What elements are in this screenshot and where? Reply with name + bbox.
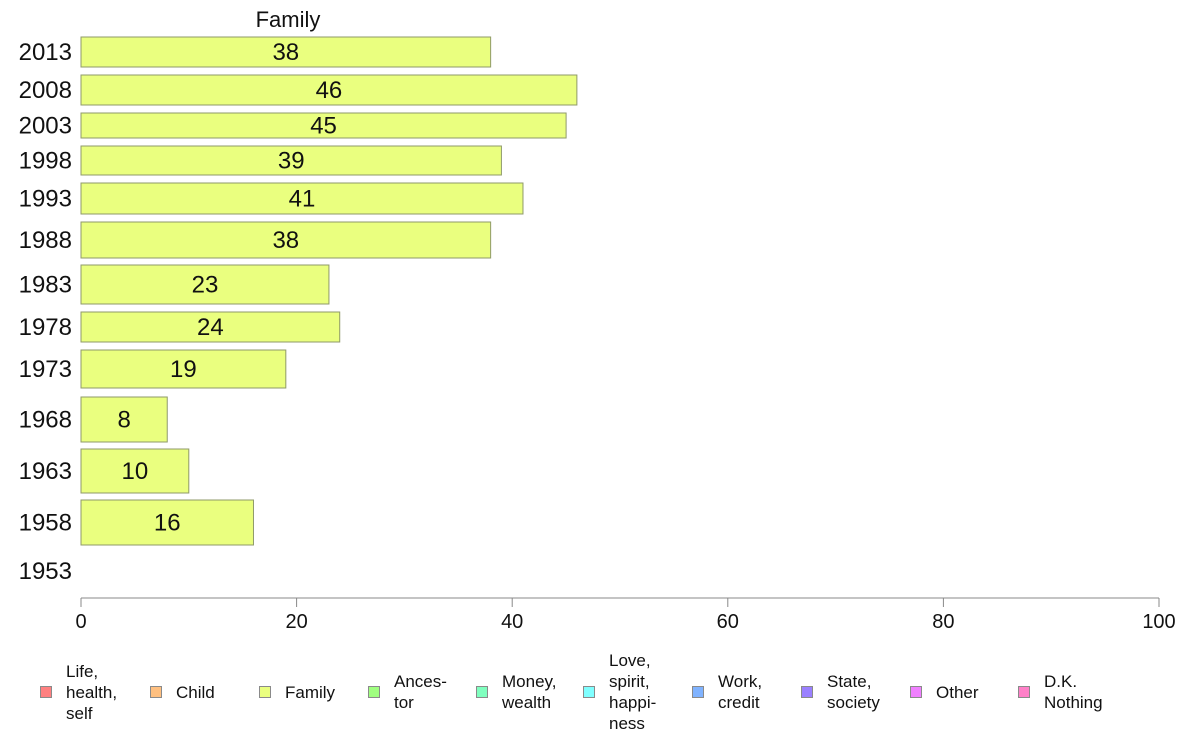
bar xyxy=(80,499,254,546)
bar-value-label: 10 xyxy=(122,458,149,485)
bar xyxy=(80,74,578,106)
bar xyxy=(80,448,190,494)
legend-label: Life, health, self xyxy=(66,661,118,723)
bar xyxy=(80,182,524,215)
y-tick-label: 1993 xyxy=(19,186,72,213)
bar xyxy=(80,311,341,343)
x-tick-label: 100 xyxy=(1142,611,1175,633)
legend-label: D.K. Nothing xyxy=(1044,672,1103,712)
y-tick-label: 1988 xyxy=(19,227,72,254)
legend-swatch xyxy=(801,686,813,698)
x-tick-label: 40 xyxy=(501,611,523,633)
bar xyxy=(80,349,287,389)
legend-label: Love, spirit, happi- ness xyxy=(609,651,657,733)
legend-item: Other xyxy=(910,648,979,736)
bar xyxy=(80,396,168,443)
x-tick-label: 0 xyxy=(75,611,86,633)
legend-label: Work, credit xyxy=(718,672,763,712)
bar-value-label: 46 xyxy=(316,77,343,104)
legend-item: Family xyxy=(259,648,335,736)
legend-item: Child xyxy=(150,648,215,736)
bar-value-label: 16 xyxy=(154,510,181,537)
bar xyxy=(80,264,330,305)
y-tick-label: 1998 xyxy=(19,148,72,175)
y-tick-label: 2013 xyxy=(19,39,72,66)
bar-value-label: 8 xyxy=(117,407,130,434)
legend-swatch xyxy=(476,686,488,698)
legend-item: Work, credit xyxy=(692,648,762,736)
y-axis-labels: 2013 2008 2003 1998 1993 1988 1983 1978 1973 1968… xyxy=(19,39,72,585)
legend-swatch xyxy=(40,686,52,698)
x-tick-label: 60 xyxy=(717,611,739,633)
bar-value-label: 41 xyxy=(289,186,316,213)
x-axis-ticks: 0 20 40 60 80 100 xyxy=(75,598,1176,633)
legend-item: Life, health, self xyxy=(40,648,117,736)
legend-swatch xyxy=(692,686,704,698)
x-tick-label: 80 xyxy=(932,611,954,633)
bar-value-label: 45 xyxy=(310,113,337,140)
bar xyxy=(80,221,492,259)
bar xyxy=(80,112,567,139)
y-tick-label: 1953 xyxy=(19,558,72,585)
legend-item: Money, wealth xyxy=(476,648,557,736)
legend-label: Child xyxy=(176,682,215,702)
y-tick-label: 1968 xyxy=(19,407,72,434)
bar-value-label: 23 xyxy=(192,272,219,299)
chart-title: Family xyxy=(256,7,321,32)
y-tick-label: 1963 xyxy=(19,458,72,485)
legend-item: Love, spirit, happi- ness xyxy=(583,648,656,736)
legend-label: Money, wealth xyxy=(502,672,557,712)
y-tick-label: 1973 xyxy=(19,356,72,383)
legend-label: Family xyxy=(285,682,336,702)
bar-value-label: 38 xyxy=(272,227,299,254)
bar xyxy=(80,145,502,176)
x-tick-label: 20 xyxy=(285,611,307,633)
legend-item: Ances- tor xyxy=(368,648,447,736)
legend-label: Ances- tor xyxy=(394,672,447,712)
legend-swatch xyxy=(368,686,380,698)
y-tick-label: 1978 xyxy=(19,314,72,341)
bar-value-label: 24 xyxy=(197,314,224,341)
bar-value-label: 19 xyxy=(170,356,197,383)
legend-label: Other xyxy=(936,682,979,702)
legend-item: D.K. Nothing xyxy=(1018,648,1103,736)
y-tick-label: 2003 xyxy=(19,113,72,140)
legend-swatch xyxy=(259,686,271,698)
legend-swatch xyxy=(150,686,162,698)
legend-label: State, society xyxy=(827,672,880,712)
bar-value-label: 39 xyxy=(278,148,305,175)
legend-swatch xyxy=(1018,686,1030,698)
y-tick-label: 2008 xyxy=(19,77,72,104)
bar xyxy=(80,36,492,68)
legend: Life, health, self Child Family Ances- tor M… xyxy=(0,648,1188,736)
legend-swatch xyxy=(910,686,922,698)
bars-group xyxy=(80,36,578,546)
y-tick-label: 1958 xyxy=(19,510,72,537)
legend-swatch xyxy=(583,686,595,698)
y-tick-label: 1983 xyxy=(19,272,72,299)
bar-value-label: 38 xyxy=(272,39,299,66)
legend-item: State, society xyxy=(801,648,880,736)
